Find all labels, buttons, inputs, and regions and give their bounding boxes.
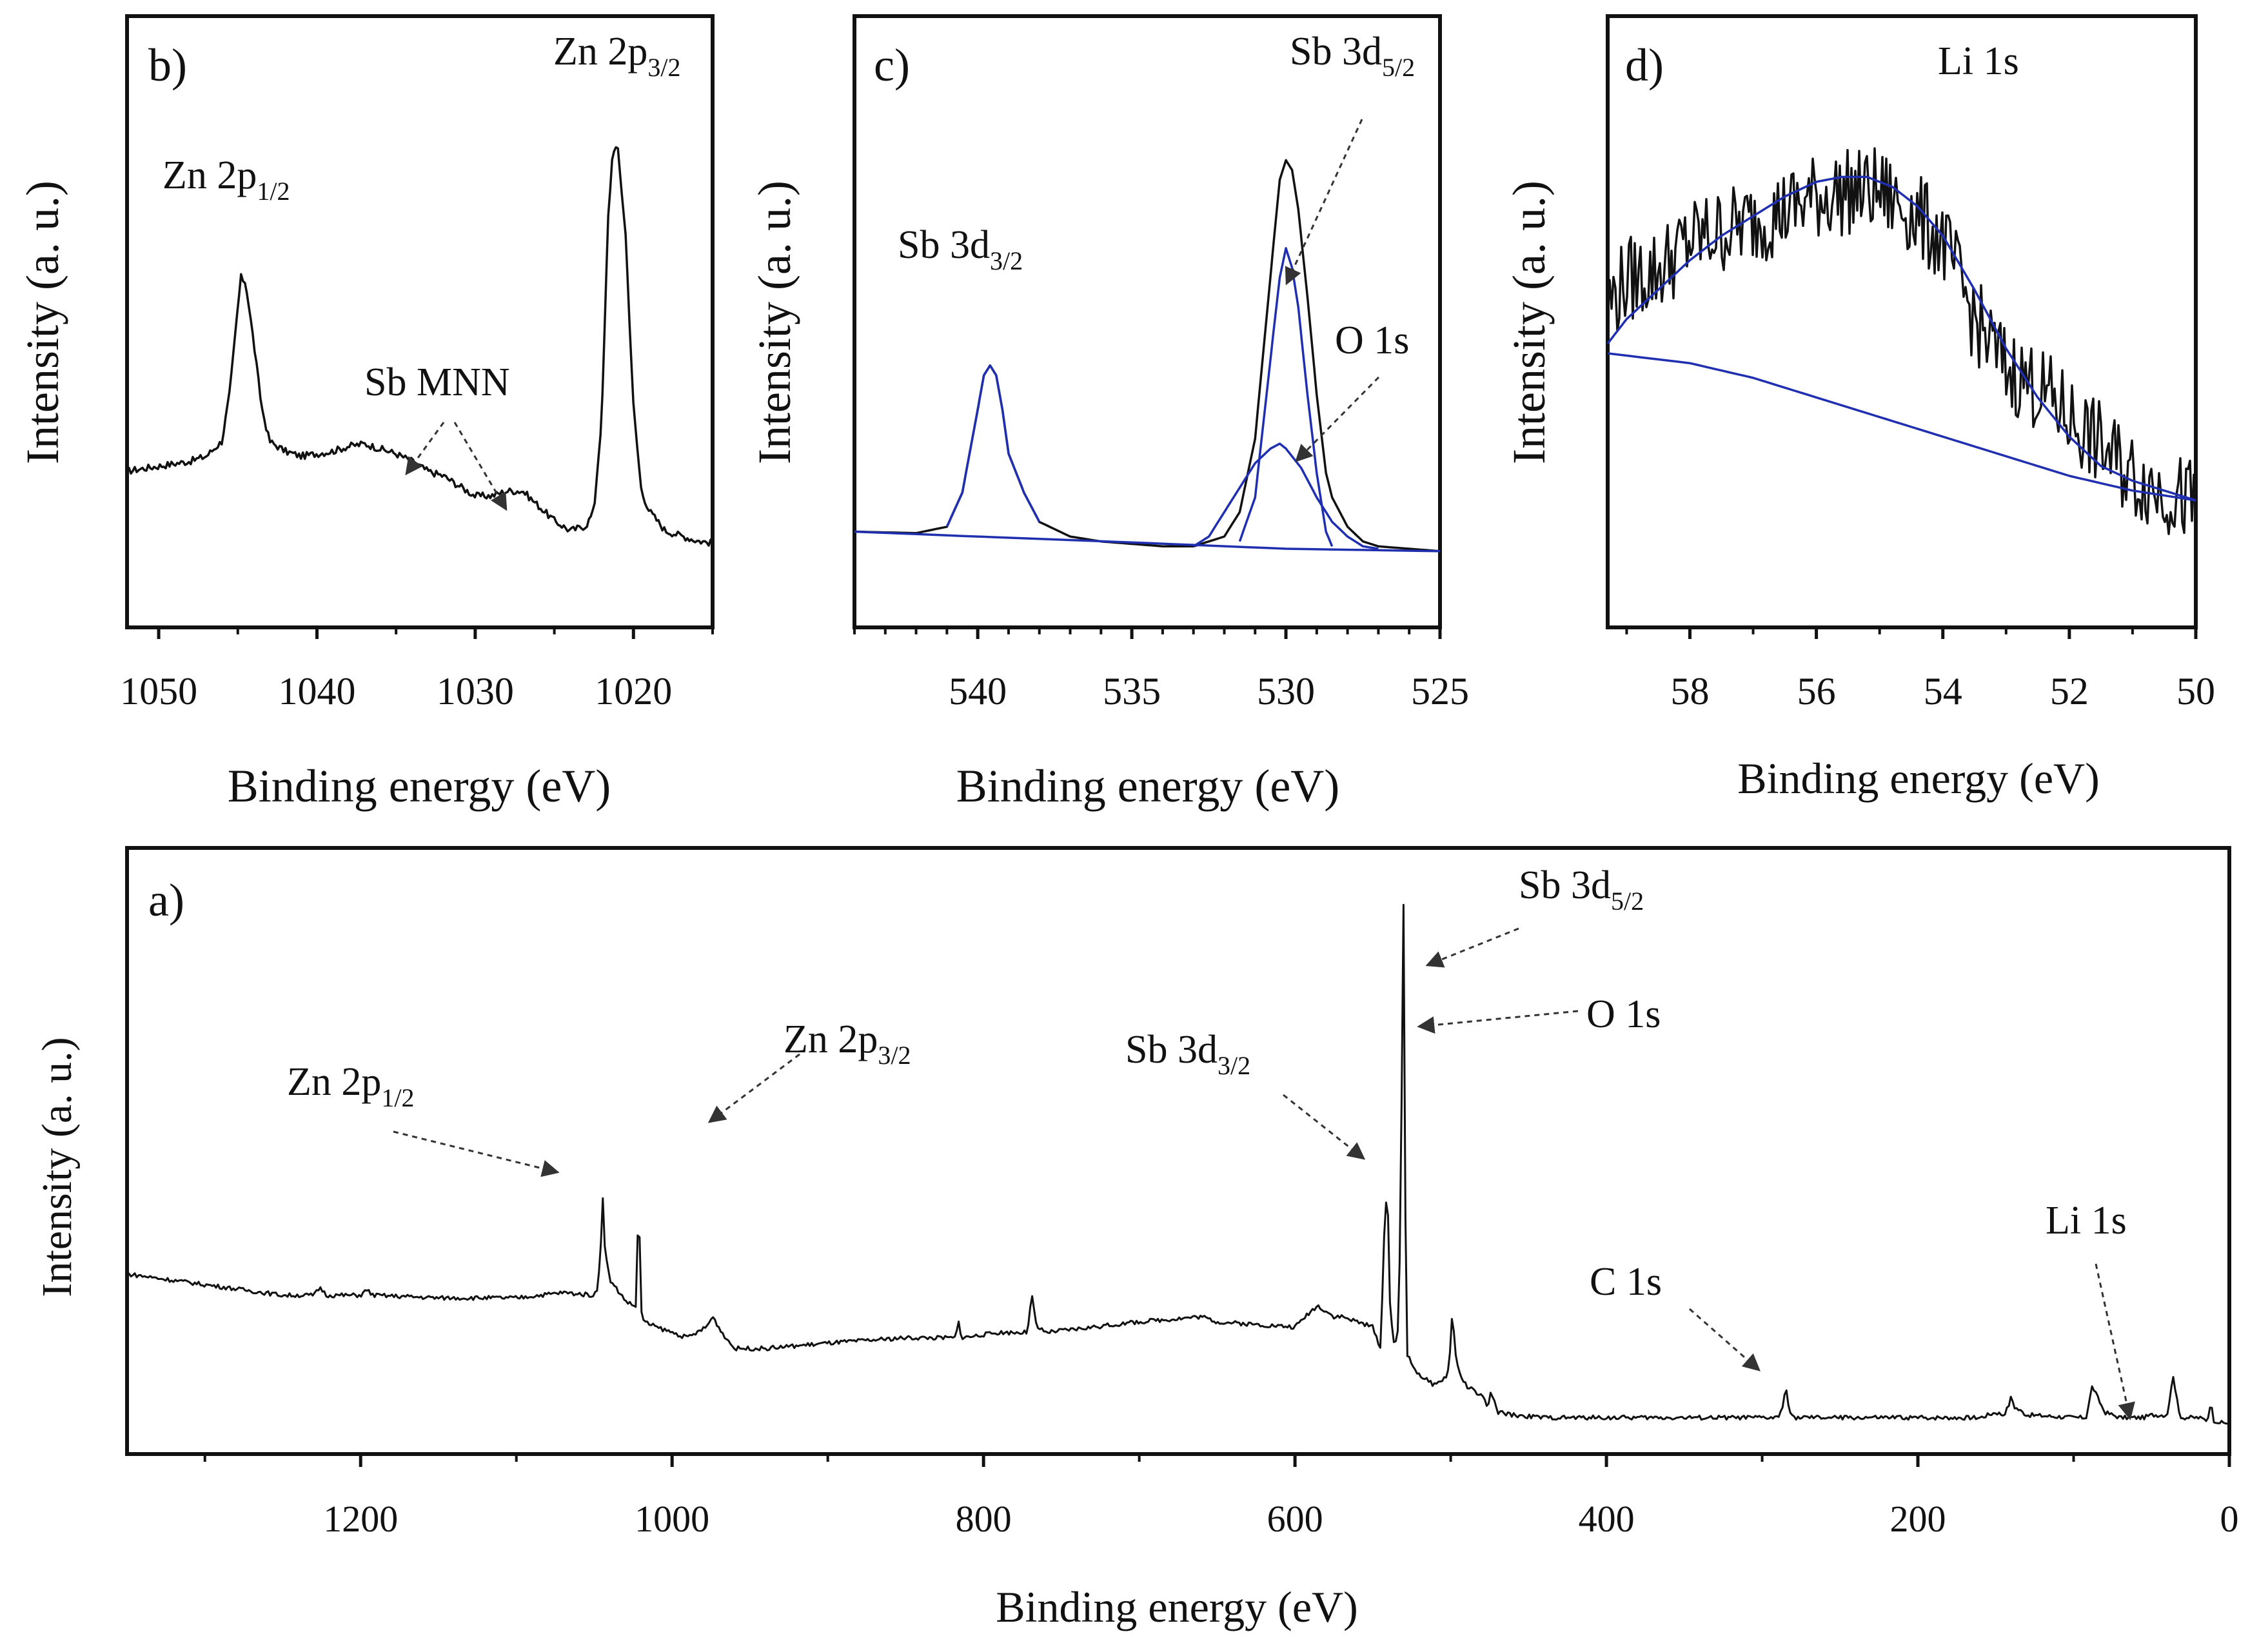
annotation-sb-mnn: Sb MNN xyxy=(364,360,510,404)
a-o-1s-arrow xyxy=(1417,1010,1579,1034)
panel-c-xtick-label: 540 xyxy=(949,670,1007,713)
a-sb-3d52-arrow xyxy=(1425,927,1519,968)
panel-a-xtick-label: 400 xyxy=(1579,1498,1635,1540)
panel-a-xtick-label: 1000 xyxy=(635,1498,709,1540)
panel-a-xlabel: Binding energy (eV) xyxy=(996,1582,1358,1631)
panel-d-xtick-label: 54 xyxy=(1924,670,1962,713)
panel-b-label: b) xyxy=(148,39,187,91)
panel-a-frame xyxy=(125,846,2231,1456)
annotation-li-1s-d: Li 1s xyxy=(1938,39,2019,83)
panel-c-series-o-1s-component xyxy=(1192,442,1379,550)
a-zn-2p12-arrow xyxy=(393,1130,560,1177)
annotation-a-c-1s: C 1s xyxy=(1590,1260,1662,1304)
panel-d: 58 56 54 52 50 d) Li 1s Binding energy (eV) … xyxy=(1503,14,2215,803)
annotation-a-zn-2p32: Zn 2p3/2 xyxy=(784,1018,911,1070)
annotation-a-li-1s: Li 1s xyxy=(2046,1199,2127,1243)
panel-a: 1200 1000 800 600 400 200 0 a) Binding energy … xyxy=(34,846,2239,1631)
panel-b-series xyxy=(126,146,714,547)
panel-d-ylabel: Intensity (a. u.) xyxy=(1503,181,1555,464)
panel-c-xlabel: Binding energy (eV) xyxy=(956,760,1340,812)
panel-d-series-fit xyxy=(1606,175,2196,502)
panel-d-frame xyxy=(1606,14,2198,629)
panel-a-label: a) xyxy=(148,874,184,926)
sb-mnn-arrow-left xyxy=(405,422,445,476)
panel-d-series xyxy=(1606,147,2197,535)
panel-c-ylabel: Intensity (a. u.) xyxy=(749,181,800,464)
panel-d-series-background xyxy=(1607,352,2196,502)
panel-a-xtick-label: 0 xyxy=(2220,1498,2239,1540)
annotation-a-o-1s: O 1s xyxy=(1586,992,1661,1036)
panel-b-ylabel: Intensity (a. u.) xyxy=(17,181,68,464)
panel-b-ticks: 1050 1040 1030 1020 xyxy=(120,627,714,713)
panel-a-ticks: 1200 1000 800 600 400 200 0 xyxy=(203,1454,2239,1540)
annotation-a-zn-2p12: Zn 2p1/2 xyxy=(287,1060,415,1112)
panel-d-xlabel: Binding energy (eV) xyxy=(1737,754,2100,803)
panel-c-ticks: 540 535 530 525 xyxy=(853,627,1469,713)
panel-a-xtick-label: 600 xyxy=(1267,1498,1323,1540)
panel-b-xtick-label: 1050 xyxy=(120,670,197,713)
panel-a-series xyxy=(127,903,2230,1425)
panel-c-series-sb-3d3-2-fit xyxy=(945,364,1041,527)
panel-b-xtick-label: 1030 xyxy=(437,670,514,713)
panel-b-xtick-label: 1020 xyxy=(595,670,672,713)
panel-c-label: c) xyxy=(874,39,910,91)
panel-a-series-survey xyxy=(127,903,2230,1425)
a-c-1s-arrow xyxy=(1689,1308,1761,1372)
panel-a-xtick-label: 200 xyxy=(1890,1498,1946,1540)
a-li-1s-arrow xyxy=(2095,1263,2135,1421)
panel-d-series-measured xyxy=(1606,147,2197,535)
panel-c-series xyxy=(854,159,1441,553)
panel-a-xtick-label: 800 xyxy=(956,1498,1012,1540)
panel-c-series-sb-3d5-2-component xyxy=(1238,247,1334,547)
panel-a-ylabel: Intensity (a. u.) xyxy=(34,1037,81,1297)
annotation-zn-2p12: Zn 2p1/2 xyxy=(163,153,290,206)
sb-3d52-arrow xyxy=(1285,119,1363,286)
annotation-a-sb-3d32: Sb 3d3/2 xyxy=(1125,1028,1250,1080)
a-zn-2p32-arrow xyxy=(707,1053,800,1123)
panel-c-frame xyxy=(853,14,1442,629)
panel-b-frame xyxy=(125,14,715,629)
panel-b-series-measured xyxy=(126,146,714,547)
panel-a-xtick-label: 1200 xyxy=(323,1498,398,1540)
panel-b-xlabel: Binding energy (eV) xyxy=(228,760,611,812)
annotation-sb-3d32: Sb 3d3/2 xyxy=(898,223,1023,275)
annotation-a-sb-3d52: Sb 3d5/2 xyxy=(1519,863,1644,916)
a-sb-3d32-arrow xyxy=(1283,1094,1366,1160)
annotation-sb-3d52: Sb 3d5/2 xyxy=(1290,30,1415,82)
panel-b: 1050 1040 1030 1020 b) Binding energy (eV) … xyxy=(17,14,715,812)
annotation-zn-2p32: Zn 2p3/2 xyxy=(553,30,681,82)
panel-c-xtick-label: 530 xyxy=(1257,670,1315,713)
panel-d-xtick-label: 58 xyxy=(1670,670,1709,713)
panel-b-xtick-label: 1040 xyxy=(278,670,355,713)
panel-c-series-background xyxy=(854,530,1441,553)
panel-c-xtick-label: 525 xyxy=(1411,670,1469,713)
panel-d-label: d) xyxy=(1625,39,1664,91)
panel-c-xtick-label: 535 xyxy=(1103,670,1161,713)
annotation-o-1s: O 1s xyxy=(1335,319,1409,362)
panel-d-ticks: 58 56 54 52 50 xyxy=(1625,627,2215,713)
panel-d-xtick-label: 52 xyxy=(2050,670,2089,713)
panel-d-xtick-label: 56 xyxy=(1797,670,1836,713)
panel-d-xtick-label: 50 xyxy=(2176,670,2215,713)
o-1s-arrow xyxy=(1295,376,1380,462)
sb-mnn-arrow-right xyxy=(453,422,508,511)
panel-c: 540 535 530 525 c) Binding energy (eV) Inte… xyxy=(749,14,1469,812)
